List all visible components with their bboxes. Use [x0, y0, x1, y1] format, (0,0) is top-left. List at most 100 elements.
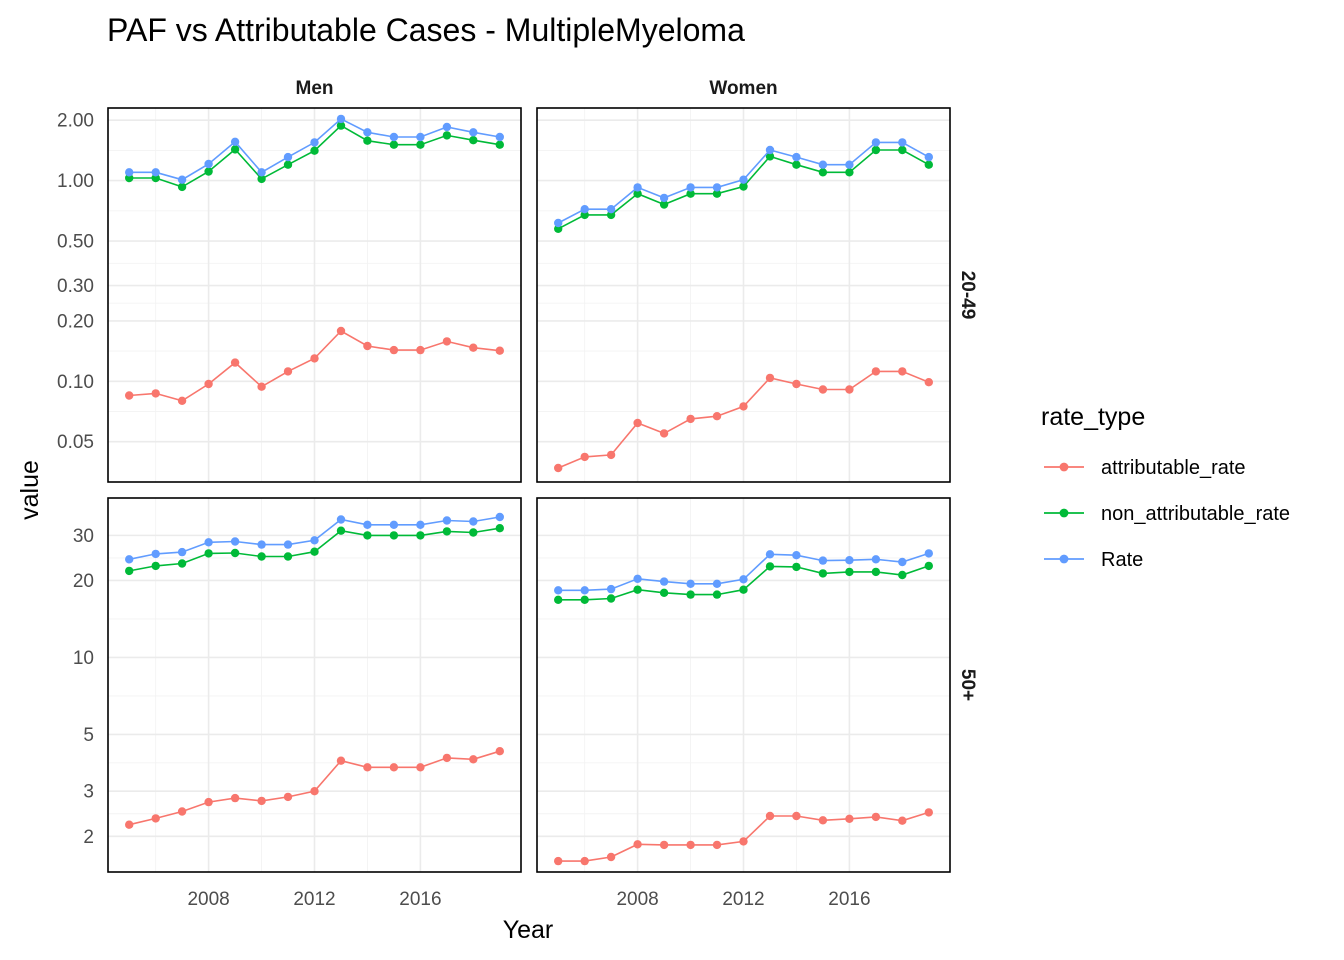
point-non_attributable_rate [389, 531, 399, 540]
point-attributable_rate [871, 812, 881, 822]
point-attributable_rate [177, 807, 187, 816]
point-attributable_rate [125, 391, 134, 400]
point-attributable_rate [712, 840, 722, 850]
legend: rate_type attributable_rate non_attributa… [1041, 403, 1290, 571]
point-attributable_rate [898, 367, 907, 376]
point-attributable_rate [818, 385, 828, 394]
point-attributable_rate [125, 820, 134, 829]
point-non_attributable_rate [871, 145, 881, 155]
point-Rate [125, 168, 134, 177]
point-attributable_rate [659, 429, 669, 438]
y-tick-label: 1.00 [57, 171, 94, 192]
point-Rate [151, 168, 160, 177]
point-attributable_rate [495, 346, 504, 355]
point-attributable_rate [469, 343, 478, 352]
point-Rate [389, 132, 399, 142]
point-non_attributable_rate [204, 167, 213, 176]
point-attributable_rate [495, 747, 504, 756]
panel-women-20-49 [536, 107, 951, 483]
point-attributable_rate [739, 402, 748, 411]
point-non_attributable_rate [442, 131, 452, 140]
point-attributable_rate [580, 452, 589, 462]
point-Rate [469, 128, 478, 137]
point-Rate [633, 574, 642, 583]
point-Rate [712, 579, 722, 588]
x-tick-label: 2016 [828, 889, 870, 910]
point-non_attributable_rate [125, 566, 134, 576]
point-Rate [151, 549, 160, 559]
panel-men-20-49 [107, 107, 522, 483]
point-Rate [765, 550, 775, 559]
x-tick-label: 2016 [399, 889, 441, 910]
y-tick-label: 0.20 [57, 311, 94, 332]
point-Rate [389, 520, 399, 529]
point-attributable_rate [739, 837, 748, 846]
point-non_attributable_rate [924, 561, 933, 571]
point-Rate [924, 152, 933, 162]
point-Rate [204, 159, 213, 169]
point-non_attributable_rate [363, 136, 372, 145]
point-attributable_rate [442, 753, 452, 763]
point-non_attributable_rate [659, 588, 669, 597]
point-non_attributable_rate [310, 547, 319, 556]
point-non_attributable_rate [230, 145, 240, 154]
point-Rate [204, 538, 213, 547]
y-tick-label: 0.05 [57, 432, 94, 453]
point-Rate [283, 152, 293, 162]
point-non_attributable_rate [606, 594, 616, 603]
legend-label: non_attributable_rate [1101, 503, 1290, 525]
point-non_attributable_rate [554, 595, 563, 604]
y-tick-label: 30 [73, 526, 94, 547]
point-Rate [442, 516, 452, 525]
facet-strip-women: Women [709, 78, 777, 99]
point-Rate [416, 132, 425, 142]
panel-border [107, 497, 522, 873]
point-Rate [416, 520, 425, 529]
point-non_attributable_rate [765, 152, 775, 161]
point-attributable_rate [845, 814, 854, 823]
point-Rate [606, 584, 616, 594]
point-Rate [469, 517, 478, 526]
point-attributable_rate [792, 379, 801, 389]
point-Rate [177, 547, 187, 557]
point-attributable_rate [151, 389, 160, 398]
point-non_attributable_rate [924, 160, 933, 169]
point-non_attributable_rate [845, 168, 854, 177]
point-Rate [712, 183, 722, 192]
point-non_attributable_rate [739, 585, 748, 594]
legend-key-point [1059, 508, 1069, 518]
point-attributable_rate [765, 373, 775, 383]
x-tick-label: 2012 [722, 889, 764, 910]
point-attributable_rate [230, 793, 240, 803]
point-non_attributable_rate [686, 189, 695, 198]
point-attributable_rate [606, 852, 616, 862]
point-non_attributable_rate [686, 590, 695, 599]
point-attributable_rate [580, 856, 589, 866]
point-attributable_rate [792, 811, 801, 821]
point-Rate [818, 556, 828, 565]
point-attributable_rate [765, 811, 775, 821]
point-Rate [845, 556, 854, 565]
point-non_attributable_rate [230, 548, 240, 558]
point-non_attributable_rate [765, 562, 775, 571]
point-non_attributable_rate [442, 527, 452, 536]
point-attributable_rate [633, 418, 642, 428]
point-attributable_rate [363, 341, 372, 351]
point-Rate [792, 551, 801, 560]
point-attributable_rate [257, 796, 266, 806]
point-Rate [580, 205, 589, 214]
point-non_attributable_rate [712, 189, 722, 198]
point-attributable_rate [257, 382, 266, 391]
point-Rate [310, 536, 319, 545]
point-attributable_rate [336, 326, 346, 336]
point-Rate [606, 205, 616, 214]
panel-border [536, 497, 951, 873]
y-tick-label: 2.00 [57, 111, 94, 132]
point-attributable_rate [283, 792, 293, 802]
point-Rate [845, 160, 854, 169]
point-non_attributable_rate [633, 189, 642, 198]
point-Rate [177, 175, 187, 184]
y-axis-title: value [16, 460, 44, 520]
point-attributable_rate [204, 379, 213, 389]
point-attributable_rate [924, 808, 933, 817]
